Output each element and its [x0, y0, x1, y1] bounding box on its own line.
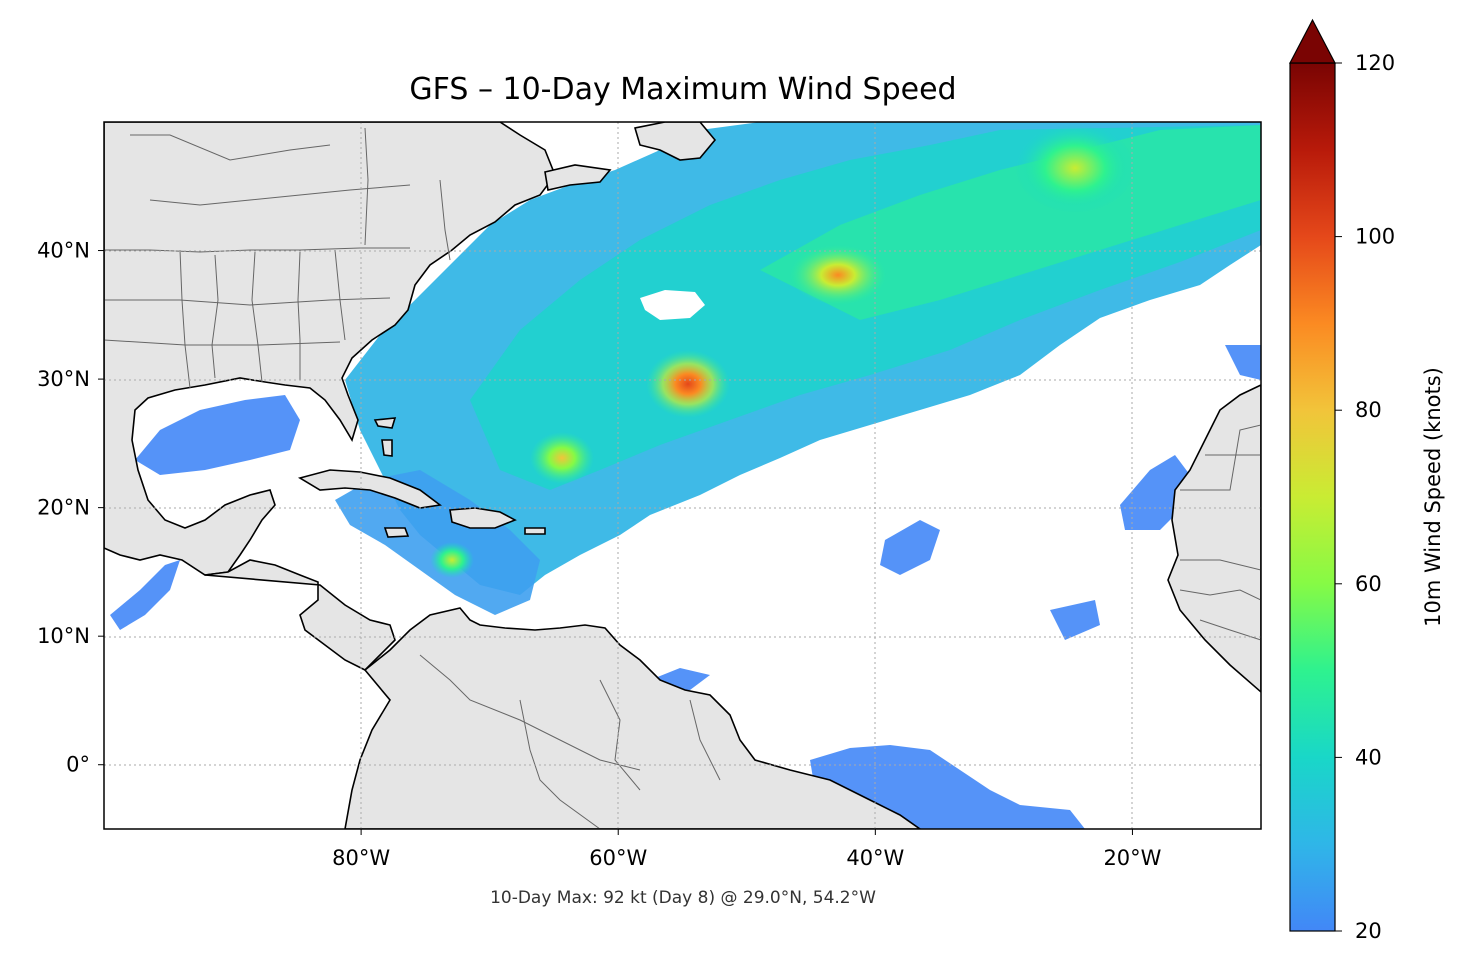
colorbar-tick-label: 80 — [1355, 398, 1382, 422]
clear-patch — [640, 290, 705, 320]
colorbar: 20 40 60 80 100 120 10m Wind Speed (knots) — [1289, 18, 1445, 943]
wind-swath — [104, 122, 1261, 829]
lat-tick-label: 0° — [66, 753, 90, 777]
lon-tick-label: 20°W — [1103, 846, 1161, 870]
bahamas — [373, 417, 397, 457]
wind-field-pacific — [110, 560, 180, 630]
cuba — [297, 469, 443, 509]
wind-field-gulf — [135, 395, 300, 475]
map-title: GFS – 10-Day Maximum Wind Speed — [409, 72, 956, 107]
lon-tick-label: 40°W — [846, 846, 904, 870]
political-borders — [104, 127, 1261, 829]
newfoundland — [633, 122, 717, 161]
central-america — [204, 559, 396, 671]
storm-hotspot-4 — [430, 542, 474, 578]
colorbar-tick-label: 120 — [1355, 51, 1395, 75]
colorbar-tick-label: 60 — [1355, 572, 1382, 596]
lat-tick-label: 30°N — [37, 367, 90, 391]
nova-scotia — [544, 164, 612, 191]
storm-peak — [646, 350, 730, 418]
colorbar-ticks: 20 40 60 80 100 120 — [1335, 51, 1395, 943]
colorbar-label: 10m Wind Speed (knots) — [1421, 367, 1445, 627]
map-area — [104, 122, 1261, 829]
peak-footnote: 10-Day Max: 92 kt (Day 8) @ 29.0°N, 54.2… — [490, 888, 876, 908]
lon-tick-label: 80°W — [332, 846, 390, 870]
lat-tick-label: 20°N — [37, 496, 90, 520]
colorbar-tick-label: 40 — [1355, 745, 1382, 769]
colorbar-tick-label: 100 — [1355, 225, 1395, 249]
storm-hotspot-2 — [790, 245, 886, 305]
north-america — [104, 122, 556, 576]
map-frame — [103, 121, 1262, 830]
colorbar-extend-arrow — [1289, 18, 1336, 64]
puerto-rico — [524, 527, 546, 535]
jamaica — [383, 527, 410, 538]
lat-tick-label: 10°N — [37, 624, 90, 648]
lon-tick-label: 60°W — [589, 846, 647, 870]
land — [104, 122, 1261, 829]
lon-tick-labels: 80°W 60°W 40°W 20°W — [332, 829, 1162, 870]
colorbar-scale — [1289, 62, 1336, 932]
africa — [1167, 384, 1261, 694]
lat-tick-labels: 40°N 30°N 20°N 10°N 0° — [37, 239, 104, 777]
storm-hotspot-5 — [1015, 123, 1135, 213]
hispaniola — [449, 507, 517, 529]
south-america — [344, 607, 922, 829]
lat-tick-label: 40°N — [37, 239, 90, 263]
colorbar-tick-label: 20 — [1355, 919, 1382, 943]
storm-hotspot-3 — [530, 432, 594, 484]
wind-field-caribbean — [335, 470, 540, 615]
